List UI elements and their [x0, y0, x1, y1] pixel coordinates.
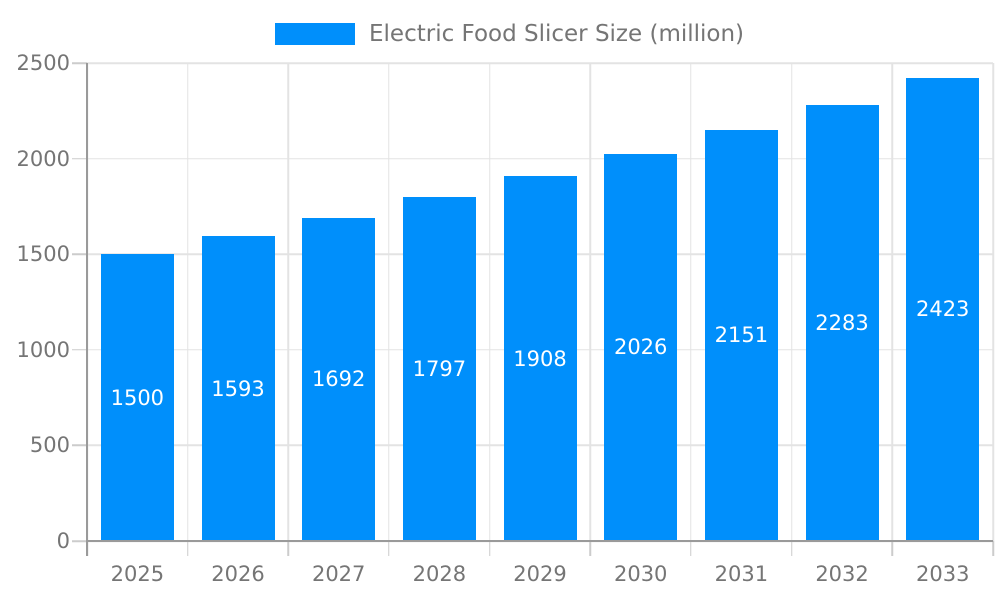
x-tick-label: 2027: [311, 562, 366, 586]
x-tick-label: 2026: [211, 562, 265, 586]
y-axis-tick: [72, 444, 87, 447]
x-axis-tick: [488, 541, 491, 556]
bar-slot: 1500: [87, 63, 188, 541]
y-axis-tick: [72, 349, 87, 351]
x-tick-label: 2031: [714, 562, 769, 586]
bar-slot: 2026: [590, 63, 691, 541]
x-axis-tick: [992, 541, 994, 556]
x-axis-tick: [690, 541, 692, 556]
x-tick-label: 2032: [815, 562, 869, 586]
x-axis-line: [86, 540, 993, 542]
bar-2033: 2423: [906, 77, 980, 541]
x-tick-label: 2033: [915, 562, 970, 586]
bar-2025: 1500: [100, 254, 174, 541]
bar-slot: 1692: [288, 63, 389, 541]
bar-2029: 1908: [503, 176, 577, 541]
legend-label: Electric Food Slicer Size (million): [369, 21, 745, 47]
y-axis-labels: 0 500 1000 1500 2000 2500: [0, 51, 70, 553]
bar-2026: 1593: [201, 236, 275, 541]
bar-2032: 2283: [805, 104, 879, 541]
bar-2028: 1797: [402, 197, 476, 541]
bar-value-label: 2151: [714, 323, 769, 348]
y-axis-tick: [72, 157, 87, 160]
bar-value-label: 2283: [815, 310, 869, 335]
y-axis-tick: [72, 540, 87, 542]
x-axis-tick: [891, 541, 894, 556]
gridline-vertical: [891, 63, 894, 541]
bar-slot: 2151: [691, 63, 792, 541]
plot-area: 1500 1593 1692 1797 1908 2026 2151 2283 2423: [72, 62, 994, 556]
y-axis-line: [86, 63, 88, 556]
x-axis-tick: [589, 541, 592, 556]
bar-value-label: 1908: [513, 346, 567, 371]
bar-slot: 2423: [892, 63, 993, 541]
legend-swatch: [275, 23, 355, 45]
gridline-vertical: [992, 63, 994, 541]
bars: 1500 1593 1692 1797 1908 2026 2151 2283 2423: [87, 63, 993, 541]
gridline-vertical: [690, 63, 692, 541]
y-axis-tick: [72, 253, 87, 255]
legend: Electric Food Slicer Size (million): [275, 21, 744, 47]
bar-slot: 1908: [490, 63, 591, 541]
gridline-horizontal: [87, 62, 993, 64]
bar-2031: 2151: [704, 129, 778, 541]
gridline-vertical: [287, 63, 290, 541]
x-axis-tick: [388, 541, 390, 556]
bar-2030: 2026: [604, 153, 678, 541]
x-axis-tick: [790, 541, 793, 556]
bar-slot: 2283: [792, 63, 893, 541]
x-tick-label: 2025: [110, 562, 165, 586]
gridline-vertical: [186, 63, 189, 541]
bar-2027: 1692: [302, 217, 376, 541]
gridline-vertical: [589, 63, 592, 541]
x-tick-label: 2028: [412, 562, 467, 586]
bar-slot: 1797: [389, 63, 490, 541]
gridline-vertical: [388, 63, 390, 541]
gridline-vertical: [790, 63, 793, 541]
bar-slot: 1593: [188, 63, 289, 541]
x-axis-labels: 2025 2026 2027 2028 2029 2030 2031 2032 2033: [87, 560, 993, 588]
x-tick-label: 2030: [613, 562, 668, 586]
bar-value-label: 1500: [110, 385, 165, 410]
y-tick-label: 2500: [16, 51, 70, 75]
y-tick-label: 500: [29, 433, 70, 458]
y-tick-label: 1500: [16, 242, 70, 267]
x-axis-tick: [186, 541, 189, 556]
bar-value-label: 1593: [211, 376, 265, 401]
gridline-horizontal: [87, 157, 993, 160]
bar-value-label: 1692: [311, 367, 366, 392]
y-tick-label: 0: [56, 529, 70, 553]
bar-value-label: 1797: [412, 357, 467, 382]
y-axis-tick: [72, 62, 87, 64]
y-tick-label: 2000: [16, 146, 70, 171]
bar-value-label: 2423: [915, 297, 970, 322]
bar-value-label: 2026: [613, 335, 668, 360]
x-axis-tick: [287, 541, 290, 556]
y-tick-label: 1000: [16, 337, 70, 362]
gridline-vertical: [488, 63, 491, 541]
x-tick-label: 2029: [513, 562, 567, 586]
